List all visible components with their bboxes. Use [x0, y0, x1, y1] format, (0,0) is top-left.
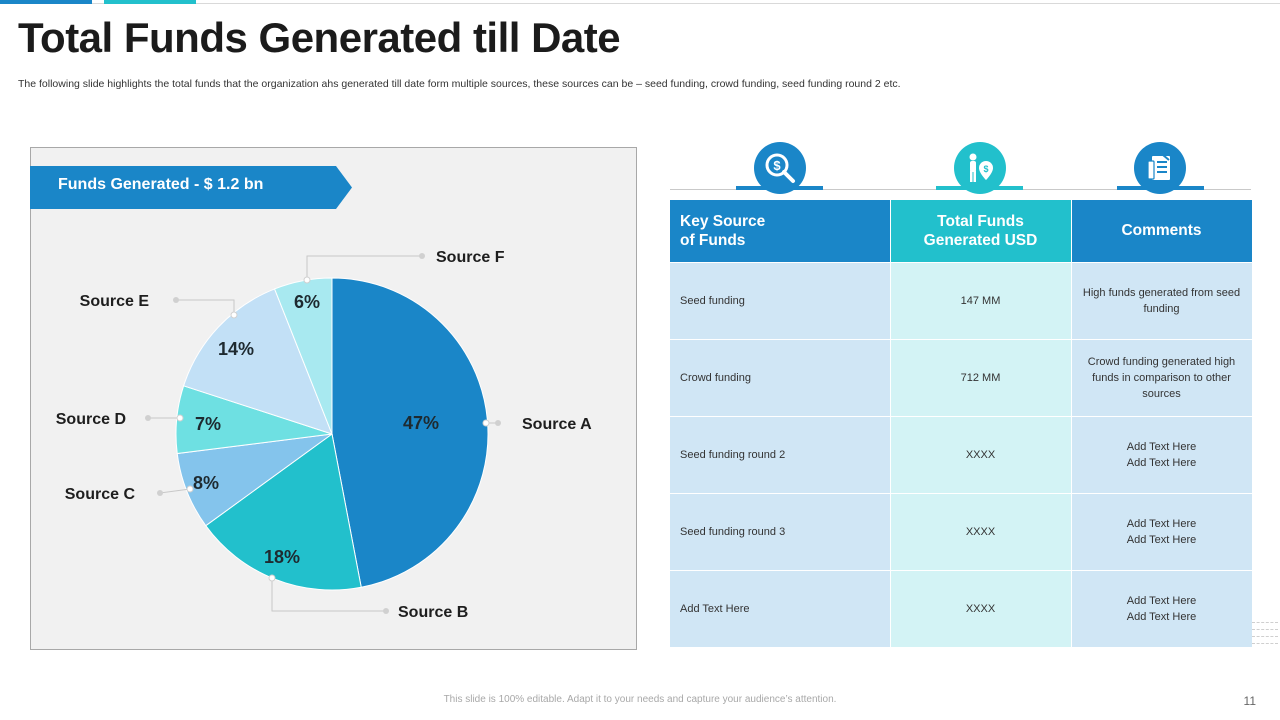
- leader-line-source-c: [159, 488, 191, 494]
- leader-dot-source-d: [176, 414, 184, 422]
- pie-data-label-source-a: 47%: [403, 413, 439, 433]
- leader-end-dot-source-b: [383, 608, 389, 614]
- cell-total: XXXX: [890, 569, 1072, 647]
- header-comments: Comments: [1071, 200, 1253, 262]
- table-header-row: Key Source of Funds Total Funds Generate…: [670, 200, 1253, 262]
- pie-category-label-source-a: Source A: [522, 416, 592, 433]
- header-comments-text: Comments: [1121, 222, 1202, 240]
- pie-chart: 47% Source A 18% Source B 8% Source C 7% Source…: [56, 249, 592, 621]
- leader-end-dot-source-f: [419, 253, 425, 259]
- leader-dot-source-a: [482, 419, 490, 427]
- leader-end-dot-source-d: [145, 415, 151, 421]
- table-row: Crowd funding 712 MM Crowd funding gener…: [670, 338, 1253, 416]
- table-row: Seed funding 147 MM High funds generated…: [670, 261, 1253, 339]
- cell-comment: Crowd funding generated high funds in co…: [1071, 338, 1253, 416]
- pie-category-label-source-d: Source D: [56, 411, 126, 428]
- svg-text:$: $: [773, 158, 781, 173]
- table-row: Seed funding round 2 XXXX Add Text Here …: [670, 415, 1253, 493]
- cell-source: Add Text Here: [670, 569, 891, 647]
- pie-slice-source-e: [183, 288, 333, 435]
- pie-slice-source-a: [331, 277, 489, 588]
- person-money-pin-icon: $: [954, 142, 1006, 194]
- funds-generated-banner-label: Funds Generated - $ 1.2 bn: [58, 176, 264, 193]
- page-subtitle: The following slide highlights the total…: [18, 78, 901, 90]
- pie-category-label-source-b: Source B: [398, 604, 468, 621]
- cell-comment: Add Text Here Add Text Here: [1071, 415, 1253, 493]
- table-row: Add Text Here XXXX Add Text Here Add Tex…: [670, 569, 1253, 647]
- pie-category-label-source-c: Source C: [65, 486, 136, 503]
- cell-total: XXXX: [890, 492, 1072, 570]
- pie-slice-source-f: [273, 277, 333, 435]
- page-title: Total Funds Generated till Date: [18, 14, 621, 61]
- cell-source: Seed funding round 2: [670, 415, 891, 493]
- cell-comment: Add Text Here Add Text Here: [1071, 492, 1253, 570]
- leader-dot-source-b: [268, 574, 276, 582]
- pie-data-label-source-e: 14%: [218, 339, 254, 359]
- cell-total: 147 MM: [890, 261, 1072, 339]
- funds-table: Key Source of Funds Total Funds Generate…: [670, 200, 1253, 647]
- leader-line-source-f: [306, 255, 422, 280]
- cell-source: Seed funding round 3: [670, 492, 891, 570]
- document-list-icon: [1134, 142, 1186, 194]
- table-row: Seed funding round 3 XXXX Add Text Here …: [670, 492, 1253, 570]
- cell-total: XXXX: [890, 415, 1072, 493]
- leader-end-dot-source-e: [173, 297, 179, 303]
- leader-dot-source-c: [186, 485, 194, 493]
- cell-comment: High funds generated from seed funding: [1071, 261, 1253, 339]
- cell-source: Seed funding: [670, 261, 891, 339]
- header-total-funds-text: Total Funds Generated USD: [923, 212, 1038, 249]
- pie-data-label-source-b: 18%: [264, 547, 300, 567]
- decorative-dashes: [1252, 636, 1278, 644]
- cell-total: 712 MM: [890, 338, 1072, 416]
- leader-end-dot-source-a: [495, 420, 501, 426]
- pie-data-label-source-c: 8%: [193, 473, 219, 493]
- header-total-funds: Total Funds Generated USD: [890, 200, 1072, 262]
- leader-dot-source-f: [303, 276, 311, 284]
- leader-line-source-b: [271, 578, 386, 612]
- cell-source: Crowd funding: [670, 338, 891, 416]
- cell-comment: Add Text Here Add Text Here: [1071, 569, 1253, 647]
- leader-line-source-e: [176, 299, 235, 315]
- footer-note: This slide is 100% editable. Adapt it to…: [443, 694, 837, 705]
- pie-category-label-source-e: Source E: [80, 293, 150, 310]
- top-accent-bar-teal: [104, 0, 196, 4]
- pie-data-label-source-f: 6%: [294, 292, 320, 312]
- header-key-source: Key Source of Funds: [670, 200, 891, 262]
- top-accent-bar-blue: [0, 0, 92, 4]
- leader-dot-source-e: [230, 311, 238, 319]
- pie-category-label-source-f: Source F: [436, 249, 505, 266]
- top-rule: [0, 3, 1280, 4]
- page-number: 11: [1243, 694, 1256, 708]
- decorative-dashes: [1252, 622, 1278, 630]
- header-key-source-text: Key Source of Funds: [680, 212, 766, 249]
- svg-text:$: $: [983, 164, 988, 174]
- magnifier-dollar-icon: $: [754, 142, 806, 194]
- leader-end-dot-source-c: [157, 490, 163, 496]
- funds-generated-banner: [30, 166, 352, 209]
- pie-data-label-source-d: 7%: [195, 414, 221, 434]
